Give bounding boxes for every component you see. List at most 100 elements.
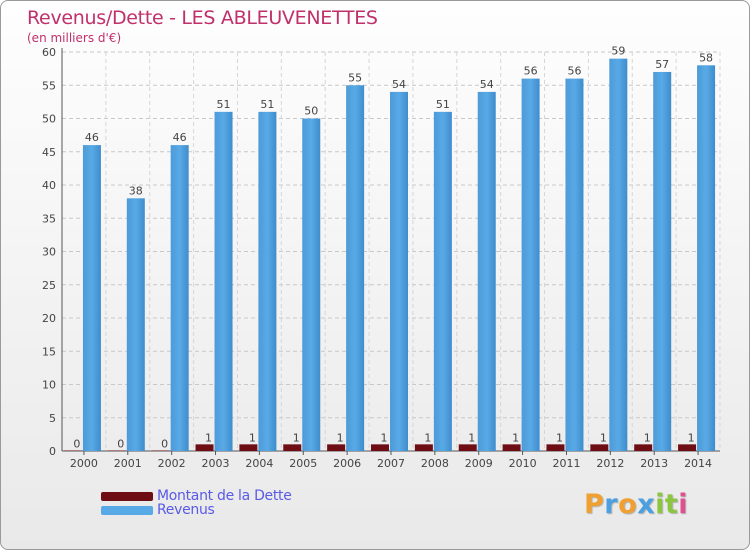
x-tick-label: 2008 [421,457,449,470]
x-tick-label: 2013 [640,457,668,470]
x-tick-label: 2009 [465,457,493,470]
x-tick-label: 2001 [114,457,142,470]
data-label-revenus: 46 [85,131,99,144]
bar-dette [414,444,433,451]
x-tick-label: 2002 [158,457,186,470]
bar-revenus [653,71,672,451]
legend-swatch-revenus [101,505,153,515]
x-tick-label: 2010 [509,457,537,470]
data-label-dette: 1 [381,431,388,444]
logo-letter: t [664,489,679,520]
x-tick-label: 2006 [333,457,361,470]
x-tick-label: 2003 [202,457,230,470]
data-label-revenus: 59 [611,45,625,58]
data-label-revenus: 50 [304,105,318,118]
data-label-dette: 1 [600,431,607,444]
data-label-dette: 1 [688,431,695,444]
y-tick-label: 45 [42,146,56,159]
data-label-revenus: 38 [129,184,143,197]
bar-revenus [82,145,101,451]
y-tick-label: 25 [42,279,56,292]
bar-dette [502,444,521,451]
y-tick-label: 0 [49,445,56,458]
data-label-revenus: 51 [217,98,231,111]
y-tick-label: 5 [49,412,56,425]
bar-revenus [258,111,277,451]
bar-dette [327,444,346,451]
y-tick-label: 30 [42,246,56,259]
data-label-revenus: 56 [524,65,538,78]
bar-dette [239,444,258,451]
data-label-dette: 1 [293,431,300,444]
x-tick-label: 2000 [70,457,98,470]
y-tick-label: 15 [42,345,56,358]
bar-dette [371,444,389,451]
bar-revenus [521,78,540,451]
x-tick-label: 2012 [596,457,624,470]
data-label-dette: 1 [205,431,212,444]
bar-dette [195,444,214,451]
chart-subtitle: (en milliers d'€) [27,31,122,45]
data-label-revenus: 57 [655,58,669,71]
bar-revenus [126,198,145,451]
bar-dette [63,450,82,451]
bar-revenus [214,111,233,451]
legend-swatch-dette [101,491,153,501]
bar-revenus [302,118,321,451]
logo-letter: x [637,489,656,520]
data-label-revenus: 54 [392,78,406,91]
proxiti-logo: Proxiti [584,489,688,520]
bar-revenus [477,91,496,452]
legend-label-revenus: Revenus [157,502,215,518]
y-tick-label: 40 [42,179,56,192]
bar-revenus [697,65,716,452]
data-label-dette: 1 [249,431,256,444]
data-label-revenus: 51 [260,98,274,111]
x-tick-label: 2007 [377,457,405,470]
data-label-revenus: 56 [567,65,581,78]
y-tick-label: 60 [42,46,56,59]
data-label-dette: 0 [73,438,80,451]
data-label-revenus: 58 [699,51,713,64]
bar-revenus [433,111,452,451]
y-tick-label: 50 [42,113,56,126]
bar-dette [634,444,653,451]
x-tick-label: 2011 [552,457,580,470]
bar-dette [151,450,170,451]
x-tick-label: 2005 [289,457,317,470]
data-label-revenus: 51 [436,98,450,111]
bar-dette [283,444,302,451]
data-label-dette: 1 [468,431,475,444]
y-tick-label: 10 [42,379,56,392]
bar-dette [678,444,697,451]
y-tick-label: 20 [42,312,56,325]
bar-dette [590,444,609,451]
bar-dette [546,444,565,451]
bar-revenus [565,78,584,451]
bar-dette [107,450,126,451]
logo-letter: i [655,489,665,520]
data-label-revenus: 55 [348,71,362,84]
bar-revenus [170,145,189,451]
logo-letter: i [678,489,689,520]
chart-title: Revenus/Dette - LES ABLEUVENETTES [27,7,378,29]
bar-revenus [609,58,628,452]
logo-letter: r [604,489,619,520]
legend-label-dette: Montant de la Dette [157,488,292,504]
legend-item-revenus: Revenus [101,502,215,518]
bar-revenus [346,85,365,451]
y-tick-label: 35 [42,212,56,225]
bar-revenus [390,91,408,452]
bar-dette [458,444,477,451]
data-label-revenus: 46 [173,131,187,144]
x-tick-label: 2014 [684,457,712,470]
y-tick-label: 55 [42,79,56,92]
data-label-dette: 1 [337,431,344,444]
data-label-dette: 1 [512,431,519,444]
data-label-dette: 0 [161,438,168,451]
logo-letter: o [618,489,638,520]
x-tick-label: 2004 [245,457,273,470]
data-label-dette: 1 [556,431,563,444]
